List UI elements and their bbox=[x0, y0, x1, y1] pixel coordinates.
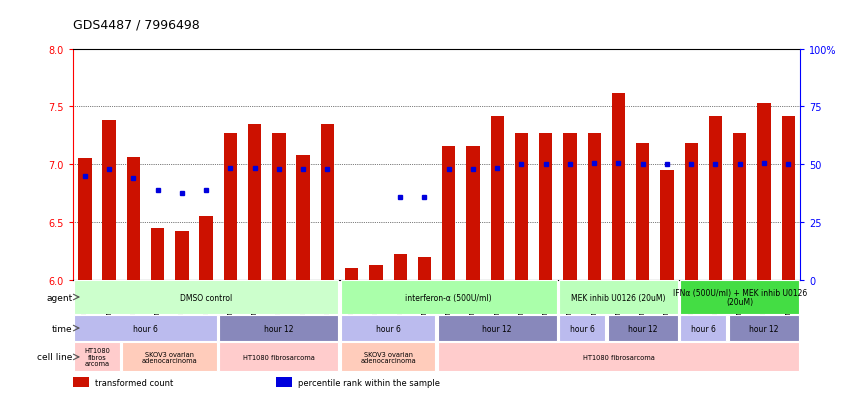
Text: cell line: cell line bbox=[38, 353, 73, 361]
Bar bbox=[608, 315, 678, 342]
Bar bbox=[660, 171, 674, 280]
Bar bbox=[467, 146, 479, 280]
Text: MEK inhib U0126 (20uM): MEK inhib U0126 (20uM) bbox=[571, 293, 666, 302]
Bar bbox=[74, 281, 338, 314]
Bar bbox=[782, 116, 795, 280]
Bar bbox=[103, 121, 116, 280]
Bar bbox=[394, 255, 407, 280]
Bar bbox=[219, 342, 338, 372]
Text: hour 12: hour 12 bbox=[483, 324, 512, 333]
Bar bbox=[199, 217, 213, 280]
Bar bbox=[296, 156, 310, 280]
Bar bbox=[127, 158, 140, 280]
Bar bbox=[681, 281, 800, 314]
Bar bbox=[341, 315, 436, 342]
Bar bbox=[685, 144, 698, 280]
Text: hour 6: hour 6 bbox=[569, 324, 595, 333]
Bar bbox=[559, 281, 678, 314]
Bar bbox=[437, 342, 800, 372]
Text: hour 6: hour 6 bbox=[376, 324, 401, 333]
Bar bbox=[612, 93, 625, 280]
Bar bbox=[442, 146, 455, 280]
Bar bbox=[728, 315, 800, 342]
Bar bbox=[341, 281, 556, 314]
Bar bbox=[151, 228, 164, 280]
Bar bbox=[587, 134, 601, 280]
Bar bbox=[539, 134, 552, 280]
Text: hour 12: hour 12 bbox=[265, 324, 294, 333]
Bar bbox=[175, 232, 188, 280]
Bar bbox=[418, 257, 431, 280]
Text: percentile rank within the sample: percentile rank within the sample bbox=[299, 378, 440, 387]
Bar bbox=[341, 342, 436, 372]
Bar bbox=[345, 268, 359, 280]
Text: HT1080 fibrosarcoma: HT1080 fibrosarcoma bbox=[243, 354, 315, 360]
Bar bbox=[514, 134, 528, 280]
Text: agent: agent bbox=[46, 293, 73, 302]
Bar bbox=[122, 342, 217, 372]
Bar bbox=[321, 124, 334, 280]
Bar bbox=[559, 315, 605, 342]
Bar bbox=[563, 134, 577, 280]
Text: transformed count: transformed count bbox=[94, 378, 173, 387]
Text: time: time bbox=[52, 324, 73, 333]
Text: SKOV3 ovarian
adenocarcinoma: SKOV3 ovarian adenocarcinoma bbox=[142, 351, 198, 363]
Bar bbox=[223, 134, 237, 280]
Bar bbox=[733, 134, 746, 280]
Bar bbox=[369, 265, 383, 280]
Bar bbox=[219, 315, 338, 342]
Bar bbox=[74, 342, 120, 372]
Bar bbox=[78, 159, 92, 280]
Bar bbox=[758, 104, 770, 280]
Text: DMSO control: DMSO control bbox=[180, 293, 232, 302]
Text: HT1080 fibrosarcoma: HT1080 fibrosarcoma bbox=[583, 354, 654, 360]
Text: SKOV3 ovarian
adenocarcinoma: SKOV3 ovarian adenocarcinoma bbox=[360, 351, 416, 363]
Text: hour 12: hour 12 bbox=[749, 324, 779, 333]
Bar bbox=[636, 144, 650, 280]
Bar bbox=[681, 315, 727, 342]
Bar bbox=[276, 377, 293, 387]
Bar bbox=[248, 124, 261, 280]
Bar bbox=[709, 116, 722, 280]
Text: interferon-α (500U/ml): interferon-α (500U/ml) bbox=[406, 293, 492, 302]
Text: hour 6: hour 6 bbox=[133, 324, 158, 333]
Text: GDS4487 / 7996498: GDS4487 / 7996498 bbox=[73, 18, 199, 31]
Bar bbox=[73, 377, 89, 387]
Text: hour 6: hour 6 bbox=[691, 324, 716, 333]
Bar bbox=[490, 116, 504, 280]
Text: IFNα (500U/ml) + MEK inhib U0126
(20uM): IFNα (500U/ml) + MEK inhib U0126 (20uM) bbox=[673, 288, 807, 306]
Text: hour 12: hour 12 bbox=[628, 324, 657, 333]
Bar bbox=[437, 315, 556, 342]
Text: HT1080
fibros
arcoma: HT1080 fibros arcoma bbox=[84, 348, 110, 367]
Bar bbox=[272, 134, 286, 280]
Bar bbox=[74, 315, 217, 342]
